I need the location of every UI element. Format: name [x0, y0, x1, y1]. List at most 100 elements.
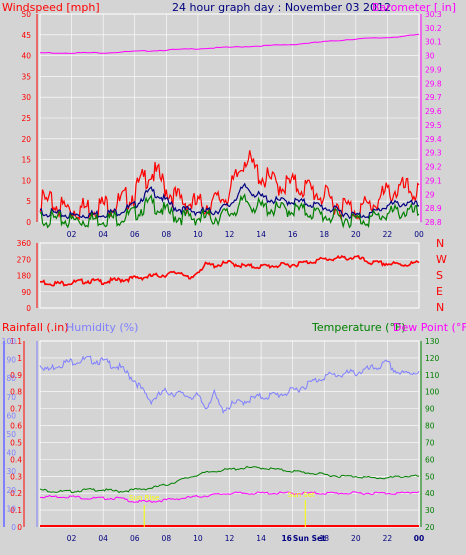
wind-y-tick: 45: [21, 31, 31, 40]
temperature-y-tick: 100: [425, 388, 440, 397]
barometer-y-tick: 30: [425, 52, 435, 61]
humidity-y-tick: 20: [6, 486, 16, 495]
barometer-y-tick: 29.1: [425, 176, 442, 185]
temperature-y-tick: 30: [425, 506, 435, 515]
wind-x-tick: 14: [256, 230, 266, 239]
humidity-x-tick: 20: [351, 534, 361, 543]
humidity-x-tick: 08: [162, 534, 172, 543]
temperature-label: Temperature (°F): [311, 321, 406, 334]
temperature-y-tick: 120: [425, 354, 440, 363]
wind-avg-line: [39, 182, 420, 220]
humidity-x-tick: 18: [319, 534, 329, 543]
wind-x-tick: 18: [319, 230, 329, 239]
humidity-x-tick: 16: [281, 534, 291, 543]
dewpoint-label: Dew Point (°F): [393, 321, 466, 334]
humidity-y-tick: 30: [6, 467, 16, 476]
barometer-y-tick: 28.9: [425, 204, 442, 213]
temperature-y-tick: 70: [425, 438, 435, 447]
humidity-y-tick: 40: [6, 449, 16, 458]
rain-y-tick: 1.1: [10, 337, 22, 346]
wind-grid: [40, 13, 420, 223]
rain-y-tick: 0.4: [10, 455, 22, 464]
compass-label: E: [436, 285, 443, 298]
wind-direction-line: [39, 254, 420, 287]
rain-y-tick: 0: [17, 523, 22, 532]
barometer-y-tick: 28.8: [425, 218, 442, 227]
rain-y-tick: 0.7: [10, 405, 22, 414]
barometer-y-tick: 29.9: [425, 65, 442, 74]
rain-y-tick: 0.3: [10, 472, 22, 481]
barometer-y-tick: 29.8: [425, 79, 442, 88]
compass-label: N: [436, 237, 444, 250]
humidity-x-tick: 12: [225, 534, 235, 543]
rain-y-axis: 0 0.1 0.2 0.3 0.4 0.5 0.6 0.7 0.8 0.9 1 1.1: [10, 337, 25, 532]
direction-y-tick: 0: [26, 304, 31, 313]
windspeed-label: Windspeed [mph]: [2, 1, 100, 14]
wind-series: [39, 33, 420, 229]
wind-y-tick: 35: [21, 72, 31, 81]
direction-grid: [40, 242, 420, 309]
wind-x-tick: 04: [98, 230, 108, 239]
wind-y-tick: 50: [21, 10, 31, 19]
temperature-y-tick: 20: [425, 523, 435, 532]
rain-y-tick: 0.5: [10, 438, 22, 447]
humidity-x-tick: 10: [193, 534, 203, 543]
temperature-y-tick: 110: [425, 371, 440, 380]
wind-x-tick: 08: [162, 230, 172, 239]
humidity-y-tick: 10: [6, 504, 16, 513]
wind-y-tick: 40: [21, 52, 31, 61]
barometer-y-tick: 29.4: [425, 135, 442, 144]
barometer-y-tick: 29: [425, 190, 435, 199]
barometer-y-tick: 30.2: [425, 24, 442, 33]
direction-y-tick: 270: [17, 255, 32, 264]
humidity-x-tick: 00: [414, 534, 424, 543]
compass-label: W: [436, 253, 447, 266]
wind-x-axis: 02 04 06 08 10 12 14 16 18 20 22 00: [67, 230, 424, 239]
compass-label: N: [436, 301, 444, 314]
barometer-y-axis: 28.8 28.9 29 29.1 29.2 29.3 29.4 29.5 29.6 29.7 29…: [420, 10, 442, 227]
dewpoint-line: [39, 491, 420, 504]
temperature-y-tick: 50: [425, 472, 435, 481]
rain-y-tick: 0.1: [10, 506, 22, 515]
wind-min-line: [39, 193, 420, 229]
rainfall-label: Rainfall (.in): [2, 321, 69, 334]
graph-title: 24 hour graph day : November 03 2012: [172, 1, 391, 14]
direction-y-tick: 180: [17, 272, 32, 281]
humidity-y-tick: 70: [6, 393, 16, 402]
rain-y-tick: 0.9: [10, 371, 22, 380]
sun-markers: Sun Rise Sun Set Sun Set: [129, 491, 326, 543]
wind-y-tick: 5: [26, 197, 31, 206]
wind-x-tick: 22: [383, 230, 393, 239]
humidity-label: Humidity (%): [66, 321, 138, 334]
sunset-label: Sun Set: [288, 491, 315, 499]
humidity-y-tick: 80: [6, 374, 16, 383]
temperature-y-axis: 20 30 40 50 60 70 80 90 100 110 120 130: [420, 337, 440, 532]
temperature-y-tick: 130: [425, 337, 440, 346]
wind-x-tick: 20: [351, 230, 361, 239]
wind-y-tick: 0: [26, 218, 31, 227]
wind-x-tick: 10: [193, 230, 203, 239]
wind-y-tick: 25: [21, 114, 31, 123]
temperature-y-tick: 40: [425, 489, 435, 498]
temperature-y-tick: 90: [425, 405, 435, 414]
wind-y-tick: 20: [21, 135, 31, 144]
humidity-temperature-panel: 0 0.1 0.2 0.3 0.4 0.5 0.6 0.7 0.8 0.9 1 1.1 0 10 20 30…: [2, 321, 466, 543]
temperature-line: [39, 465, 419, 494]
sunrise-label: Sun Rise: [129, 494, 159, 502]
direction-y-tick: 90: [21, 288, 31, 297]
compass-label: S: [436, 269, 443, 282]
humidity-x-tick: 22: [383, 534, 393, 543]
barometer-y-tick: 30.3: [425, 10, 442, 19]
wind-x-tick: 02: [67, 230, 77, 239]
humidity-x-axis: 02 04 06 08 10 12 14 16 18 20 22 00: [67, 534, 424, 543]
humidity-y-tick: 100: [2, 337, 17, 346]
humidity-series: [39, 355, 420, 527]
humidity-x-tick: 04: [98, 534, 108, 543]
rain-y-tick: 0.2: [10, 489, 22, 498]
wind-y-axis: 0 5 10 15 20 25 30 35 40 45 50: [21, 10, 38, 227]
humidity-x-tick: 14: [256, 534, 266, 543]
direction-series: [39, 254, 420, 287]
